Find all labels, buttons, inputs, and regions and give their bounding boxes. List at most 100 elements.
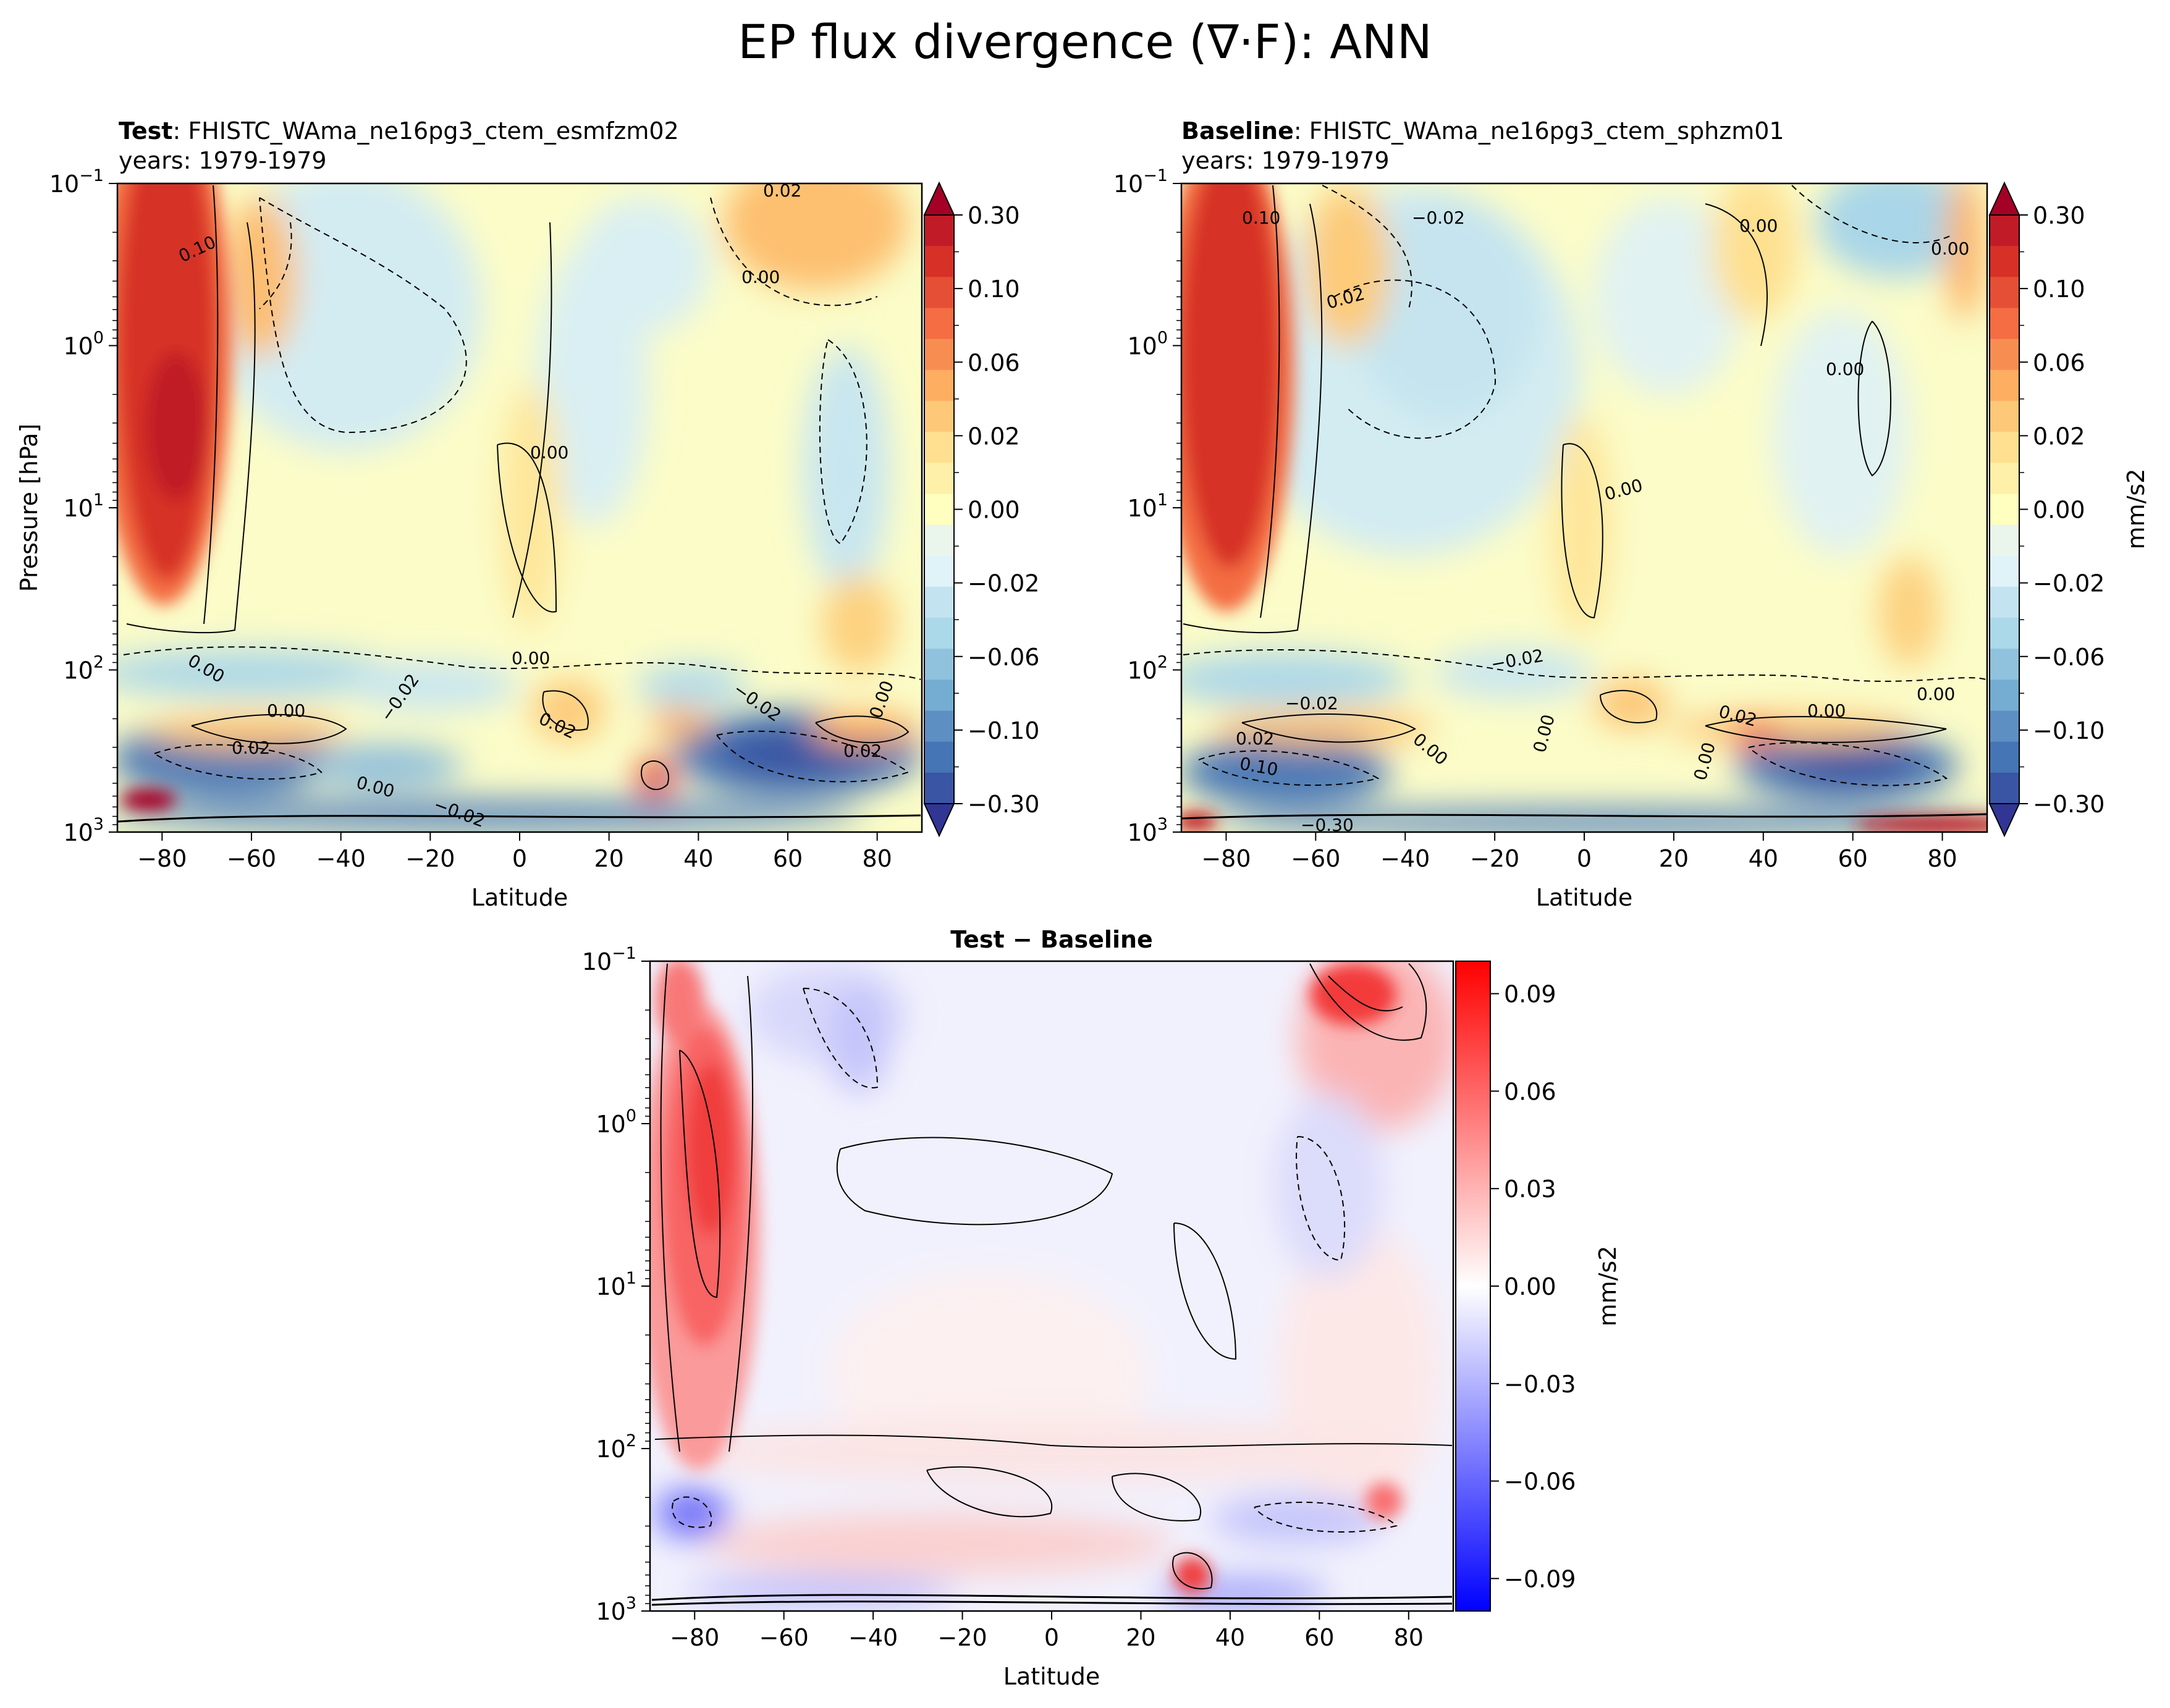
contour-line xyxy=(126,222,256,634)
contour-label: 0.02 xyxy=(1236,728,1274,749)
y-tick-label: 103 xyxy=(596,1594,636,1625)
panel-difference-title: Test − Baseline xyxy=(950,926,1153,953)
negative-region xyxy=(1594,198,1742,395)
colorbar-segment xyxy=(924,308,954,340)
panel-test-label: Test: FHISTC_WAma_ne16pg3_ctem_esmfzm02 xyxy=(119,117,679,145)
panel-baseline-field: 0.10 −0.02 0.00 0.00 0.02 0.00 0.00 −0.0… xyxy=(1181,183,1987,835)
negative-region xyxy=(346,661,519,710)
contour-label: 0.00 xyxy=(512,648,550,668)
contour-line xyxy=(1296,1136,1346,1261)
positive-jet xyxy=(655,961,704,1044)
y-tick-exponent: 2 xyxy=(626,1431,636,1450)
colorbar-tick-label: 0.03 xyxy=(1504,1176,1556,1203)
contour-line xyxy=(651,1601,1453,1606)
panel-test: Test: FHISTC_WAma_ne16pg3_ctem_esmfzm02 … xyxy=(15,117,923,911)
colorbar-segment xyxy=(1990,432,2019,463)
x-tick-label: 0 xyxy=(512,845,527,872)
x-tick-label: 40 xyxy=(683,845,713,872)
colorbar-tick-label: 0.10 xyxy=(2033,276,2085,303)
colorbar-segment xyxy=(1990,339,2019,371)
colorbar-tick-label: −0.09 xyxy=(1504,1565,1576,1592)
y-tick-base: 10 xyxy=(63,819,93,846)
negative-region xyxy=(1779,746,1915,786)
contour-line xyxy=(1322,185,1412,309)
contour-label: −0.30 xyxy=(1301,815,1354,835)
x-tick-label: −40 xyxy=(316,845,366,872)
colorbar-segment xyxy=(924,649,954,680)
y-tick-base: 10 xyxy=(49,170,79,198)
contour-line xyxy=(1254,1502,1398,1533)
y-tick-exponent: −1 xyxy=(79,166,104,185)
y-tick-base: 10 xyxy=(596,1111,625,1138)
colorbar-tick-label: 0.06 xyxy=(1504,1078,1556,1105)
negative-region xyxy=(303,744,463,788)
y-tick-label: 102 xyxy=(63,653,104,684)
y-tick-label: 10−1 xyxy=(49,166,104,198)
negative-region xyxy=(1181,738,1390,806)
panel-baseline: Baseline: FHISTC_WAma_ne16pg3_ctem_sphzm… xyxy=(1113,117,1988,911)
panel-baseline-xlabel: Latitude xyxy=(1536,884,1632,911)
colorbar-difference: 0.09 0.06 0.03 0.00 −0.03 −0.06 −0.09 xyxy=(1455,961,1576,1612)
contour-line xyxy=(654,1434,1453,1448)
contour-line xyxy=(1260,185,1280,618)
x-tick-label: 80 xyxy=(1927,845,1957,872)
negative-region xyxy=(1353,198,1539,420)
colorbar-segment xyxy=(924,246,954,277)
colorbar-tick-label: 0.09 xyxy=(1504,981,1556,1008)
y-tick-exponent: 3 xyxy=(1157,815,1168,834)
colorbar-segment xyxy=(924,215,954,246)
colorbar-tick-label: 0.00 xyxy=(2033,497,2085,524)
negative-region xyxy=(686,1577,958,1604)
colorbar-segment xyxy=(924,772,954,804)
contour-line xyxy=(1328,975,1403,1012)
y-tick-base: 10 xyxy=(1127,333,1157,360)
y-tick-exponent: 0 xyxy=(626,1106,636,1125)
colorbar-segment xyxy=(924,277,954,309)
x-tick-label: 20 xyxy=(1659,845,1689,872)
colorbar-segment xyxy=(924,524,954,557)
x-tick-label: −60 xyxy=(1291,845,1340,872)
y-tick-exponent: −1 xyxy=(612,944,636,963)
positive-region xyxy=(531,679,606,741)
y-tick-label: 101 xyxy=(596,1269,636,1300)
colorbar-segment xyxy=(924,494,954,526)
x-tick-label: −40 xyxy=(848,1624,898,1651)
x-tick-label: 20 xyxy=(1126,1624,1155,1651)
y-tick-exponent: 1 xyxy=(626,1269,636,1288)
x-tick-label: −80 xyxy=(1201,845,1251,872)
colorbar-tick-label: −0.06 xyxy=(1504,1468,1576,1496)
colorbar-extend-max xyxy=(923,181,955,216)
contour-line xyxy=(123,646,921,680)
contour-line xyxy=(542,690,589,731)
positive-region xyxy=(1551,414,1613,636)
colorbar-extend-min xyxy=(923,803,955,838)
x-tick-label: −20 xyxy=(1470,845,1519,872)
y-tick-exponent: 1 xyxy=(1157,490,1168,510)
y-tick-base: 10 xyxy=(63,657,93,684)
positive-region xyxy=(649,707,711,738)
x-tick-label: 60 xyxy=(773,845,803,872)
colorbar-tick-label: 0.30 xyxy=(2033,202,2085,229)
colorbar-segment xyxy=(924,679,954,712)
y-tick-base: 10 xyxy=(1127,495,1157,522)
contour-line xyxy=(836,1137,1113,1226)
contour-line xyxy=(1198,750,1380,786)
contour-line xyxy=(1183,203,1323,634)
positive-region xyxy=(723,183,908,290)
negative-region xyxy=(803,346,890,593)
contour-label: 0.02 xyxy=(763,180,801,201)
colorbar-segment xyxy=(1990,494,2019,526)
positive-jet xyxy=(120,789,176,811)
contour-label: 0.00 xyxy=(1917,684,1955,704)
colorbar-segment xyxy=(1990,524,2019,557)
panel-baseline-label-case: : FHISTC_WAma_ne16pg3_ctem_sphzm01 xyxy=(1294,117,1784,145)
colorbar-tick-label: 0.30 xyxy=(968,202,1020,229)
contour-line xyxy=(1173,1222,1237,1360)
panel-baseline-years: years: 1979-1979 xyxy=(1181,147,1390,174)
y-tick-base: 10 xyxy=(63,333,93,360)
positive-region xyxy=(1211,710,1433,745)
contour-line xyxy=(512,222,552,618)
contour-line xyxy=(1309,963,1427,1041)
positive-jet xyxy=(1854,816,1987,832)
contour-line xyxy=(1791,185,1953,243)
